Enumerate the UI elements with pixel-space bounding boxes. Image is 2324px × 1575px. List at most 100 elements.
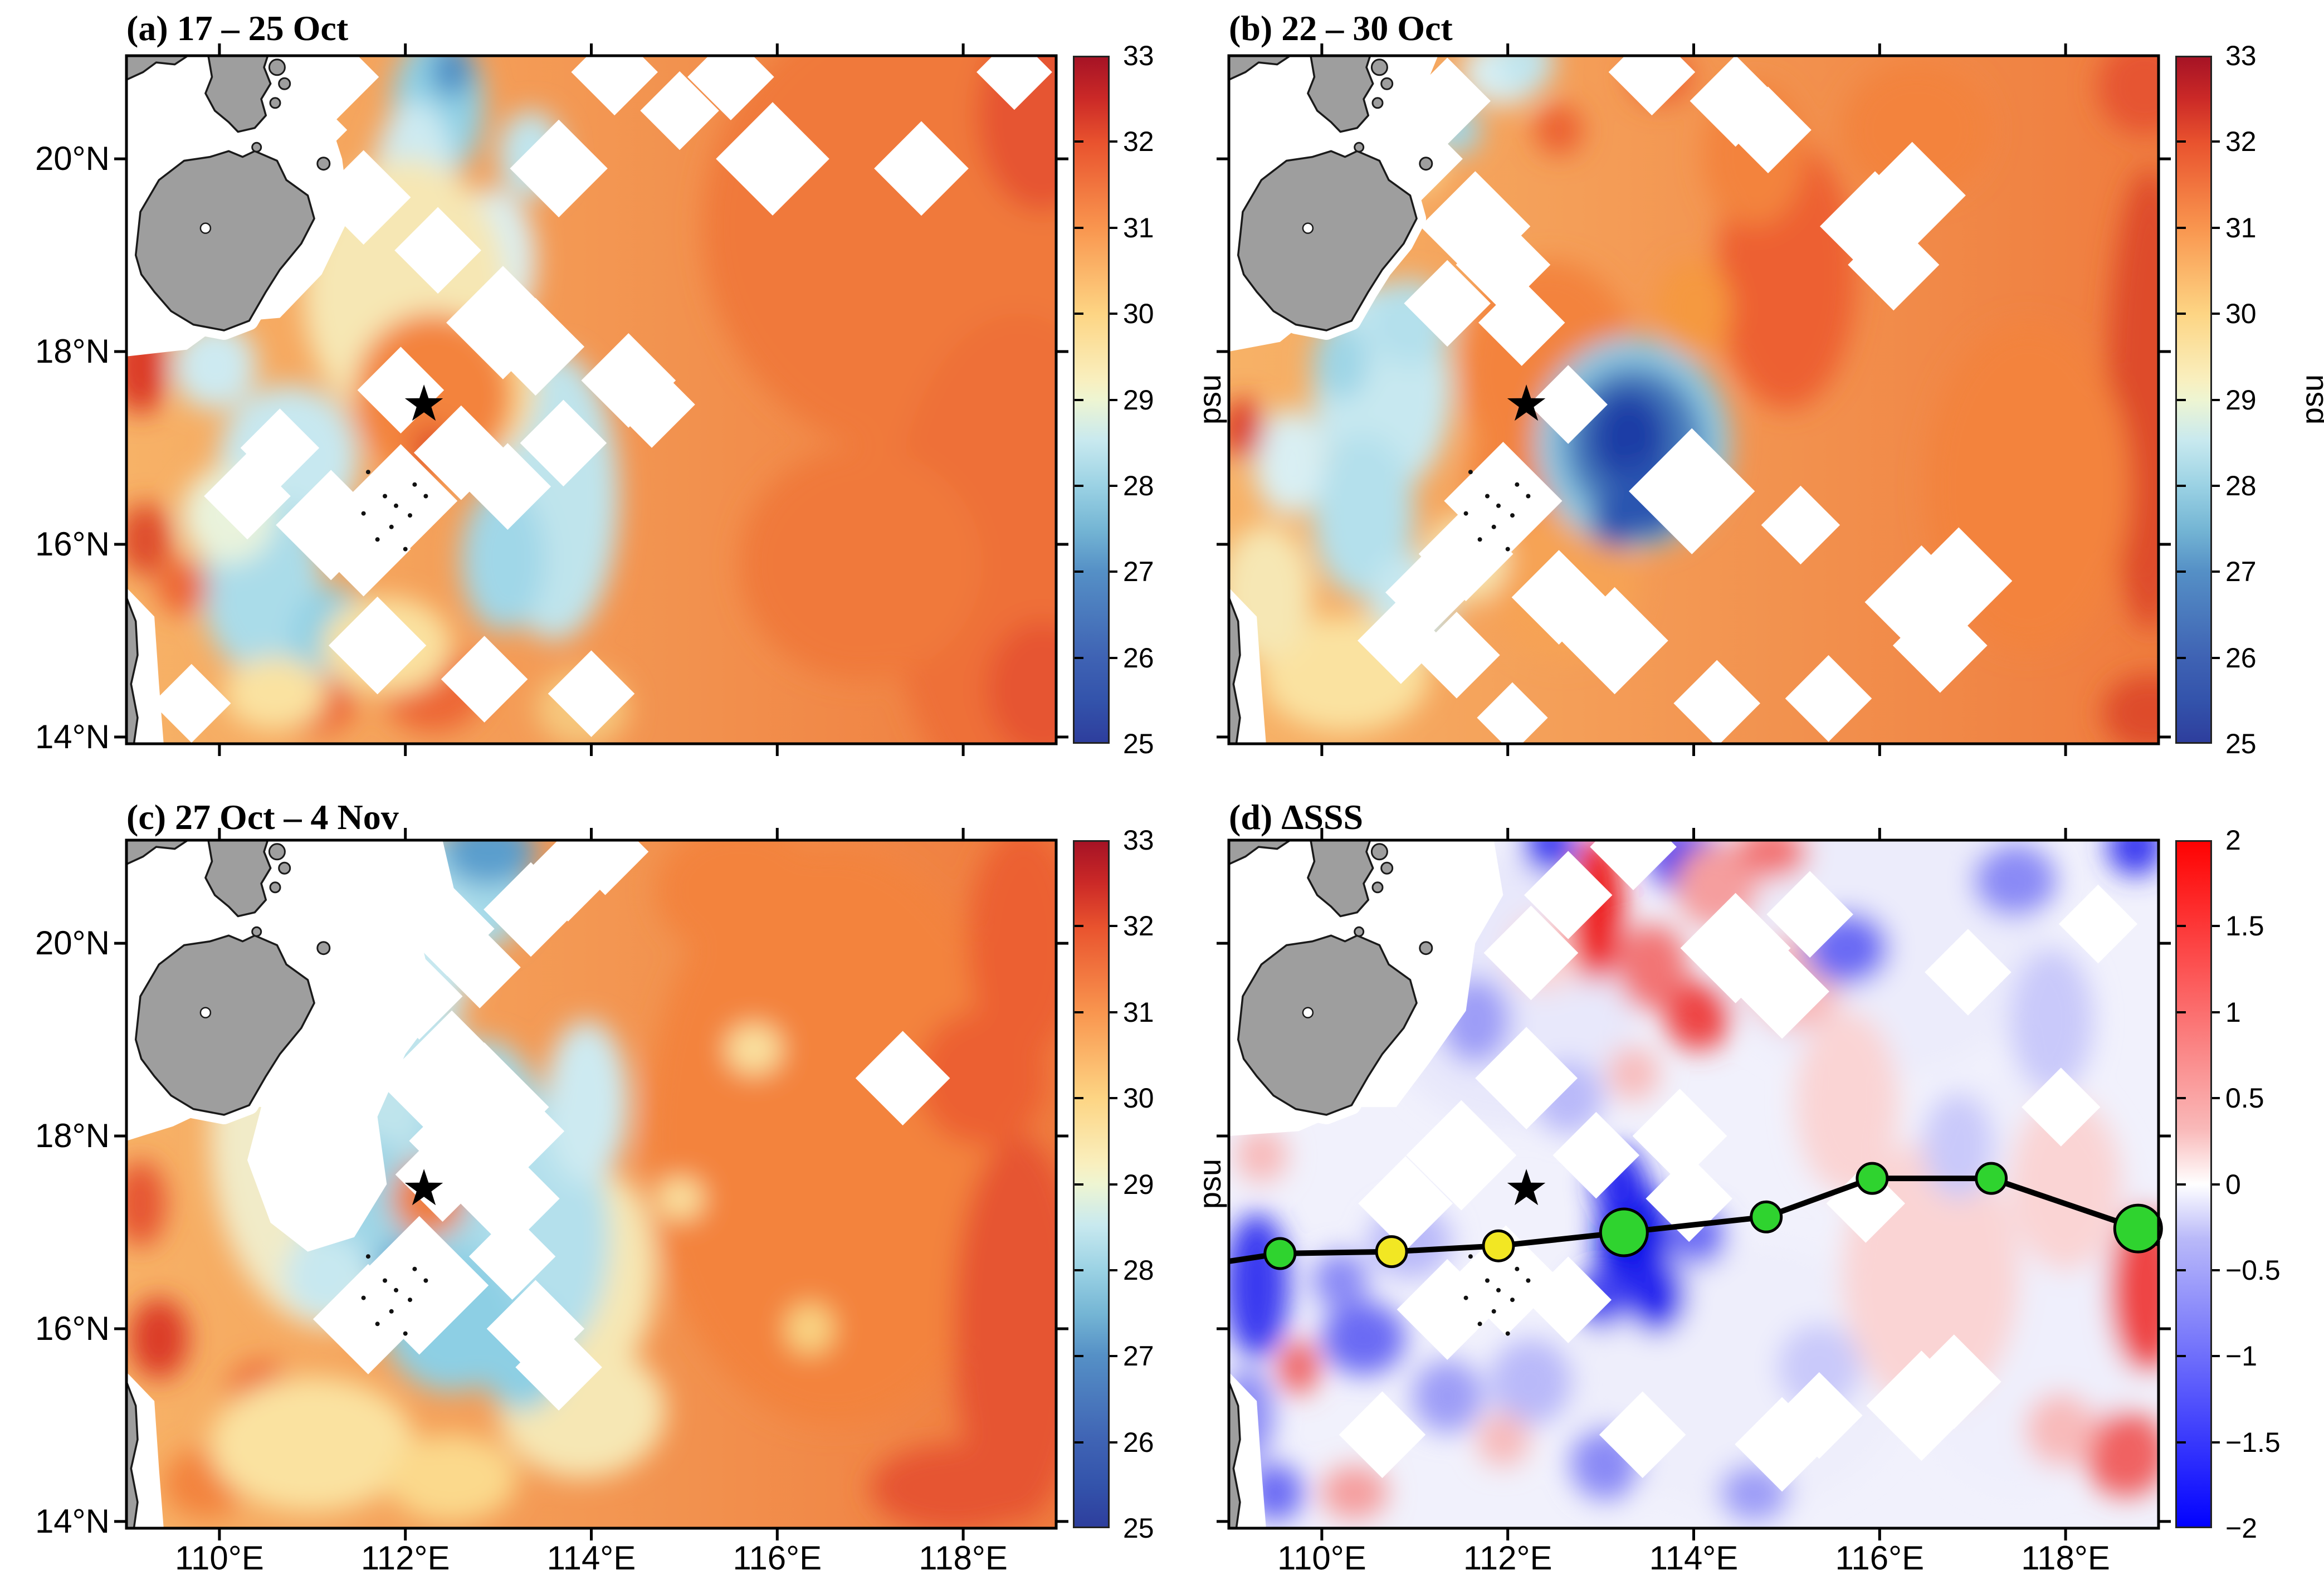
colorbar-tick-label: 32 <box>1123 910 1154 942</box>
colorbar-tick <box>2212 313 2220 315</box>
mainland-coast <box>126 56 189 81</box>
data-gap-diamond <box>1858 142 1966 249</box>
coastal-island <box>1370 58 1388 76</box>
field-blob <box>1664 981 1732 1050</box>
field-blob <box>461 486 545 631</box>
field-blob <box>129 1298 189 1379</box>
land-layer <box>126 56 331 744</box>
x-tick-label: 110°E <box>1277 1539 1366 1575</box>
coastal-island <box>1419 941 1433 955</box>
colorbar-tick <box>1075 1011 1083 1013</box>
paracel-island-dot <box>412 482 417 487</box>
field-blob <box>1535 105 1583 155</box>
paracel-island-dot <box>1510 1298 1515 1303</box>
salinity-field <box>126 56 1056 744</box>
colorbar-tick-label: −0.5 <box>2225 1254 2281 1286</box>
y-tick-label: 20°N <box>35 140 110 178</box>
colorbar-tick <box>1075 1269 1083 1271</box>
colorbar-tick <box>1075 140 1083 143</box>
colorbar-tick <box>2177 1441 2186 1444</box>
colorbar-tick <box>2212 925 2220 928</box>
y-tick-label: 14°N <box>35 1502 110 1540</box>
data-gap-diamond <box>687 56 774 120</box>
paracel-island-dot <box>1485 1278 1490 1283</box>
coastal-island <box>1380 861 1394 875</box>
land-layer <box>126 840 331 1528</box>
x-tick-label: 110°E <box>175 1539 264 1575</box>
field-blob <box>2098 56 2159 135</box>
colorbar-tick <box>2212 226 2220 229</box>
field-blob <box>2107 840 2159 876</box>
field-blob <box>1617 924 1687 1011</box>
paracel-island-dot <box>383 494 387 499</box>
colorbar-tick-label: 33 <box>2225 40 2257 71</box>
field-blob <box>1321 1301 1406 1375</box>
colorbar-tick <box>1075 1183 1083 1186</box>
colorbar-tick <box>1110 1269 1117 1271</box>
colorbar-tick <box>2177 1183 2186 1186</box>
field-blob <box>1796 1011 1898 1194</box>
hainan-lake <box>1302 1007 1314 1018</box>
field-blob <box>1321 1465 1388 1520</box>
colorbar-tick <box>2212 1441 2220 1444</box>
field-blob <box>1278 1340 1319 1394</box>
colorbar-tick-label: −1 <box>2225 1340 2258 1372</box>
paracel-island-dot <box>361 511 366 516</box>
colorbar-tick <box>1110 1183 1117 1186</box>
colorbar-tick <box>1110 226 1117 229</box>
y-tick-label: 18°N <box>35 333 110 370</box>
typhoon-track-point-green <box>1263 1237 1297 1270</box>
panel-b-map <box>1217 43 2171 756</box>
colorbar-tick <box>2177 1269 2186 1271</box>
coastal-island <box>269 97 281 109</box>
paracel-island-dot <box>1496 503 1501 508</box>
paracel-island-dot <box>1468 1254 1473 1259</box>
typhoon-track-point-yellow <box>1375 1235 1408 1269</box>
colorbar-tick <box>2177 656 2186 659</box>
vietnam-coast <box>1229 1381 1241 1528</box>
colorbar-tick <box>1075 925 1083 928</box>
colorbar-tick <box>2212 1097 2220 1100</box>
field-blob <box>2102 674 2159 744</box>
colorbar-tick <box>2177 1355 2186 1358</box>
data-gap-diamond <box>1725 86 1812 173</box>
land-layer <box>1229 840 1433 1528</box>
colorbar-tick-label: 1 <box>2225 996 2241 1028</box>
colorbar-tick-label: 27 <box>1123 556 1154 588</box>
colorbar-tick <box>2212 1355 2220 1358</box>
field-blob <box>1254 409 1325 516</box>
paracel-island-dot <box>1491 524 1496 529</box>
x-tick-label: 112°E <box>1463 1539 1552 1575</box>
paracel-island-dot <box>1477 537 1482 542</box>
coastal-island <box>1371 97 1384 109</box>
hainan-lake <box>199 1007 212 1018</box>
field-blob <box>545 1020 629 1184</box>
colorbar-tick <box>1110 140 1117 143</box>
panel-d-map <box>1217 828 2171 1540</box>
field-blob <box>1607 1046 1659 1100</box>
panel-a-title: (a) 17 – 25 Oct <box>126 8 349 48</box>
hainan-lake <box>1302 222 1314 234</box>
colorbar-tick <box>1075 313 1083 315</box>
paracel-island-dot <box>375 1322 380 1327</box>
field-blob <box>785 1304 834 1354</box>
leizhou-peninsula <box>204 840 272 918</box>
typhoon-track-line <box>1228 1176 2161 1264</box>
data-gap-diamond <box>1735 944 1829 1039</box>
data-gap-diamond <box>204 452 291 540</box>
field-blob <box>2084 1411 2159 1498</box>
land-layer <box>1229 56 1433 744</box>
colorbar-tick <box>1075 484 1083 487</box>
star-marker <box>404 384 443 421</box>
colorbar-tick <box>2212 398 2220 401</box>
field-blob <box>1489 1338 1573 1425</box>
paracel-island-dot <box>403 547 408 552</box>
paracel-island-dot <box>1505 1331 1510 1336</box>
data-gap-diamond <box>441 636 528 723</box>
colorbar-tick <box>1075 1355 1083 1358</box>
vietnam-coast <box>1229 596 1241 744</box>
colorbar-tick <box>1075 1441 1083 1444</box>
coastal-island <box>1354 142 1365 153</box>
colorbar-unit-label: psu <box>2294 374 2324 425</box>
colorbar-tick-label: 28 <box>1123 1254 1154 1286</box>
